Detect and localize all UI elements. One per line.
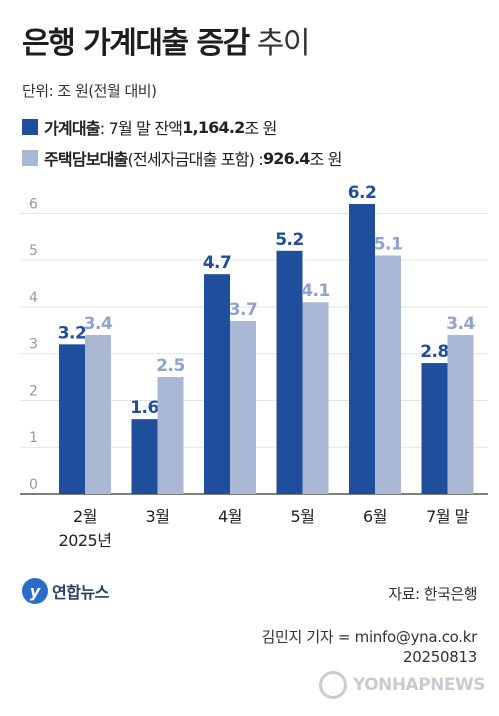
bar-mortgage bbox=[157, 377, 184, 494]
y-tick-label: 1 bbox=[29, 430, 38, 446]
bar-chart: 01234563.23.42월1.62.53월4.73.74월5.24.15월6… bbox=[20, 183, 488, 550]
yonhapnews-watermark: YONHAPNEWS bbox=[318, 671, 486, 699]
bar-mortgage bbox=[447, 334, 474, 494]
title-main: 은행 가계대출 증감 bbox=[22, 26, 250, 61]
bar-household bbox=[59, 344, 85, 494]
unit-note: 단위: 조 원(전월 대비) bbox=[22, 82, 157, 100]
data-label-mortgage: 2.5 bbox=[156, 356, 185, 376]
data-label-household: 5.2 bbox=[275, 230, 304, 250]
bar-mortgage bbox=[302, 302, 329, 494]
y-tick-label: 0 bbox=[29, 477, 38, 493]
legend-label-household: 가계대출 bbox=[44, 119, 100, 138]
publish-date: 20250813 bbox=[403, 648, 477, 666]
reporter-credit: 김민지 기자 = minfo@yna.co.kr bbox=[261, 628, 477, 646]
legend-amount-household: 1,164.2 bbox=[182, 117, 245, 137]
y-tick-label: 4 bbox=[29, 290, 38, 306]
source-note: 자료: 한국은행 bbox=[388, 585, 477, 603]
data-label-mortgage: 3.4 bbox=[446, 314, 475, 334]
x-category-label: 3월 bbox=[146, 507, 170, 526]
bar-mortgage bbox=[230, 320, 256, 494]
bar-household bbox=[421, 363, 448, 494]
yonhap-logo-icon: y bbox=[22, 578, 48, 604]
legend-amount-mortgage: 926.4 bbox=[262, 148, 310, 168]
yonhap-logo: y 연합뉴스 bbox=[22, 578, 109, 604]
data-label-mortgage: 4.1 bbox=[301, 281, 330, 301]
bar-household bbox=[349, 204, 375, 494]
data-label-household: 4.7 bbox=[203, 253, 232, 273]
y-tick-label: 2 bbox=[29, 383, 38, 399]
data-label-household: 6.2 bbox=[348, 183, 377, 203]
legend-detail-mortgage: (전세자금대출 포함) : bbox=[127, 150, 264, 169]
watermark-text: YONHAPNEWS bbox=[352, 675, 486, 695]
bar-household bbox=[204, 274, 230, 494]
legend-suffix-household: 조 원 bbox=[244, 119, 277, 138]
legend-label-mortgage: 주택담보대출 bbox=[44, 150, 128, 169]
x-category-label: 2월 bbox=[73, 507, 97, 526]
legend-detail-household: : 7월 말 잔액 bbox=[99, 119, 183, 138]
bar-mortgage bbox=[375, 255, 401, 494]
y-tick-label: 5 bbox=[29, 243, 38, 259]
legend-swatch-mortgage bbox=[22, 150, 38, 166]
legend-household-loan: 가계대출 : 7월 말 잔액 1,164.2 조 원 bbox=[22, 115, 277, 139]
data-label-mortgage: 3.4 bbox=[84, 314, 113, 334]
data-label-household: 3.2 bbox=[58, 323, 87, 343]
x-category-label: 7월 말 bbox=[426, 507, 469, 526]
legend-swatch-household bbox=[22, 119, 38, 135]
credit-block: 김민지 기자 = minfo@yna.co.kr 20250813 bbox=[261, 627, 477, 667]
yonhap-logo-name: 연합뉴스 bbox=[52, 583, 109, 602]
x-category-label: 4월 bbox=[218, 507, 242, 526]
chart-title: 은행 가계대출 증감 추이 bbox=[22, 18, 311, 62]
x-category-label: 5월 bbox=[291, 507, 315, 526]
y-tick-label: 3 bbox=[29, 337, 38, 353]
bar-household bbox=[131, 419, 158, 494]
data-label-household: 2.8 bbox=[420, 342, 449, 362]
bar-household bbox=[276, 250, 303, 494]
y-tick-label: 6 bbox=[29, 196, 38, 212]
bar-mortgage bbox=[85, 334, 111, 494]
watermark-logo-icon bbox=[318, 671, 347, 699]
data-label-household: 1.6 bbox=[130, 398, 159, 418]
legend-suffix-mortgage: 조 원 bbox=[309, 150, 343, 169]
data-label-mortgage: 3.7 bbox=[229, 300, 258, 320]
data-label-mortgage: 5.1 bbox=[374, 234, 403, 254]
legend-mortgage-loan: 주택담보대출 (전세자금대출 포함) : 926.4 조 원 bbox=[22, 146, 343, 170]
x-year-label: 2025년 bbox=[59, 531, 112, 550]
title-sub: 추이 bbox=[256, 26, 311, 61]
x-category-label: 6월 bbox=[363, 507, 387, 526]
